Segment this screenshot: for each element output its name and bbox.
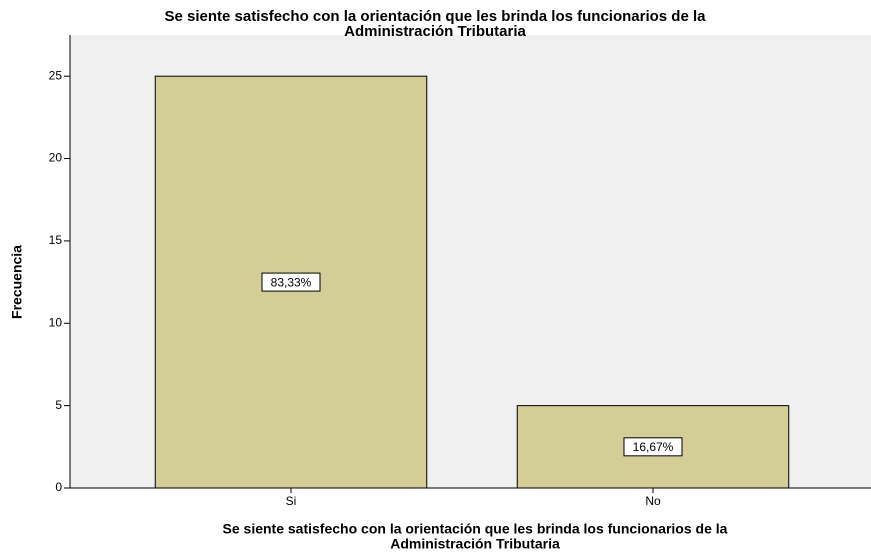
y-tick-label: 15 <box>49 233 63 247</box>
y-tick-label: 0 <box>55 480 62 494</box>
x-tick-label: No <box>645 494 661 508</box>
y-tick-label: 25 <box>49 68 63 82</box>
y-tick-label: 10 <box>49 315 63 329</box>
data-label: 16,67% <box>633 440 674 454</box>
y-tick-label: 5 <box>55 398 62 412</box>
x-axis-title: Se siente satisfecho con la orientación … <box>223 521 728 537</box>
data-label-box <box>623 437 683 457</box>
y-tick-label: 20 <box>49 151 63 165</box>
x-axis-title: Administración Tributaria <box>390 536 560 552</box>
y-axis-title: Frecuencia <box>9 245 25 319</box>
data-label: 83,33% <box>271 275 312 289</box>
chart-title: Administración Tributaria <box>344 23 526 40</box>
x-tick-label: Si <box>286 494 297 508</box>
chart-title: Se siente satisfecho con la orientación … <box>165 8 707 25</box>
data-label-box <box>261 272 321 292</box>
